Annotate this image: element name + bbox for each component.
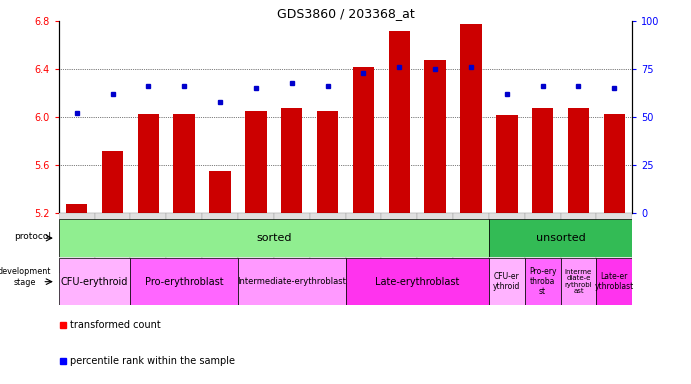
- Text: percentile rank within the sample: percentile rank within the sample: [70, 356, 235, 366]
- FancyBboxPatch shape: [95, 213, 131, 273]
- Bar: [532, 108, 553, 213]
- Bar: [173, 114, 195, 213]
- FancyBboxPatch shape: [489, 219, 632, 257]
- FancyBboxPatch shape: [417, 213, 453, 273]
- Text: Pro-ery
throba
st: Pro-ery throba st: [529, 268, 556, 296]
- Text: Interme
diate-e
rythrobl
ast: Interme diate-e rythrobl ast: [565, 269, 592, 295]
- Bar: [281, 108, 303, 213]
- Bar: [352, 67, 374, 213]
- Text: CFU-erythroid: CFU-erythroid: [61, 276, 129, 287]
- Text: development stage: development stage: [0, 267, 51, 286]
- Text: transformed count: transformed count: [70, 320, 160, 330]
- FancyBboxPatch shape: [560, 213, 596, 273]
- Bar: [245, 111, 267, 213]
- FancyBboxPatch shape: [489, 213, 524, 273]
- FancyBboxPatch shape: [59, 213, 95, 273]
- FancyBboxPatch shape: [274, 213, 310, 273]
- Text: Late-erythroblast: Late-erythroblast: [375, 276, 460, 287]
- Bar: [460, 23, 482, 213]
- Bar: [388, 31, 410, 213]
- FancyBboxPatch shape: [596, 258, 632, 305]
- FancyBboxPatch shape: [346, 213, 381, 273]
- Text: CFU-er
ythroid: CFU-er ythroid: [493, 272, 520, 291]
- FancyBboxPatch shape: [238, 213, 274, 273]
- Text: protocol: protocol: [14, 232, 51, 241]
- FancyBboxPatch shape: [453, 213, 489, 273]
- FancyBboxPatch shape: [524, 213, 560, 273]
- FancyBboxPatch shape: [524, 258, 560, 305]
- Bar: [424, 60, 446, 213]
- Bar: [316, 111, 339, 213]
- Bar: [603, 114, 625, 213]
- Bar: [66, 204, 87, 213]
- Text: Pro-erythroblast: Pro-erythroblast: [145, 276, 223, 287]
- FancyBboxPatch shape: [59, 258, 131, 305]
- Text: Late-er
ythroblast: Late-er ythroblast: [595, 272, 634, 291]
- FancyBboxPatch shape: [131, 258, 238, 305]
- Bar: [138, 114, 159, 213]
- FancyBboxPatch shape: [59, 219, 489, 257]
- Bar: [496, 115, 518, 213]
- Text: sorted: sorted: [256, 233, 292, 243]
- Text: unsorted: unsorted: [536, 233, 585, 243]
- FancyBboxPatch shape: [131, 213, 167, 273]
- FancyBboxPatch shape: [489, 258, 524, 305]
- Text: Intermediate-erythroblast: Intermediate-erythroblast: [237, 277, 346, 286]
- Bar: [209, 171, 231, 213]
- FancyBboxPatch shape: [346, 258, 489, 305]
- FancyBboxPatch shape: [310, 213, 346, 273]
- Bar: [568, 108, 589, 213]
- FancyBboxPatch shape: [560, 258, 596, 305]
- FancyBboxPatch shape: [596, 213, 632, 273]
- FancyBboxPatch shape: [381, 213, 417, 273]
- Bar: [102, 151, 123, 213]
- FancyBboxPatch shape: [202, 213, 238, 273]
- Title: GDS3860 / 203368_at: GDS3860 / 203368_at: [276, 7, 415, 20]
- FancyBboxPatch shape: [238, 258, 346, 305]
- FancyBboxPatch shape: [167, 213, 202, 273]
